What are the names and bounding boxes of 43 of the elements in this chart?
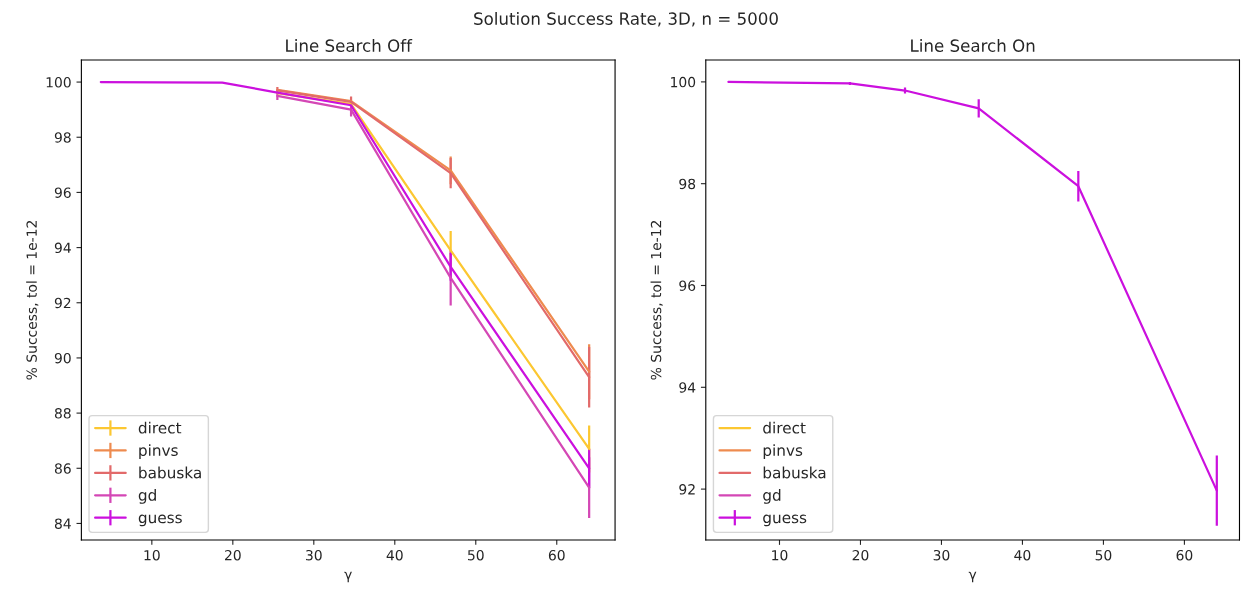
legend-label: babuska	[139, 466, 201, 479]
y-tick-label: 94	[679, 382, 696, 393]
x-axis-title: γ	[968, 571, 977, 583]
y-axis-title: % Success, tol = 1e-12	[26, 221, 39, 380]
x-tick-label: 30	[933, 549, 950, 561]
x-tick-label: 40	[1014, 549, 1031, 561]
y-tick-label: 96	[54, 187, 71, 198]
x-tick-label: 20	[225, 549, 241, 561]
y-tick-label: 98	[679, 178, 696, 190]
x-axis-title: γ	[344, 571, 352, 583]
x-tick-label: 10	[772, 549, 788, 561]
legend-label: direct	[763, 421, 806, 434]
y-tick-label: 94	[54, 242, 71, 254]
legend-label: guess	[138, 514, 182, 527]
legend-label: pinvs	[763, 444, 803, 459]
x-tick-label: 40	[386, 549, 403, 561]
x-tick-label: 20	[852, 549, 869, 561]
legend-label: gd	[138, 489, 156, 504]
legend-label: pinvs	[139, 444, 178, 459]
y-axis-title: % Success, tol = 1e-12	[650, 221, 663, 380]
legend-label: direct	[138, 421, 182, 434]
chart-title: Line Search Off	[286, 39, 413, 52]
x-tick-label: 60	[1176, 549, 1193, 561]
x-tick-label: 30	[306, 549, 322, 561]
y-tick-label: 92	[679, 484, 695, 495]
x-tick-label: 50	[468, 549, 484, 561]
y-tick-label: 92	[54, 297, 71, 309]
y-tick-label: 98	[54, 132, 71, 143]
y-tick-label: 100	[46, 77, 71, 88]
legend-label: gd	[763, 489, 781, 504]
y-tick-label: 86	[54, 463, 71, 474]
x-tick-label: 50	[1095, 549, 1112, 561]
legend-label: babuska	[763, 466, 826, 479]
text: Solution Success Rate, 3D, n = 5000	[474, 12, 778, 27]
y-tick-label: 90	[54, 352, 71, 364]
y-tick-label: 96	[679, 280, 696, 291]
y-tick-label: 84	[54, 518, 71, 529]
y-tick-label: 100	[671, 76, 696, 88]
legend-label: guess	[763, 514, 807, 527]
chart-title: Line Search On	[911, 39, 1035, 52]
x-tick-label: 60	[548, 549, 565, 561]
y-tick-label: 88	[54, 408, 71, 419]
x-tick-label: 10	[144, 549, 160, 561]
